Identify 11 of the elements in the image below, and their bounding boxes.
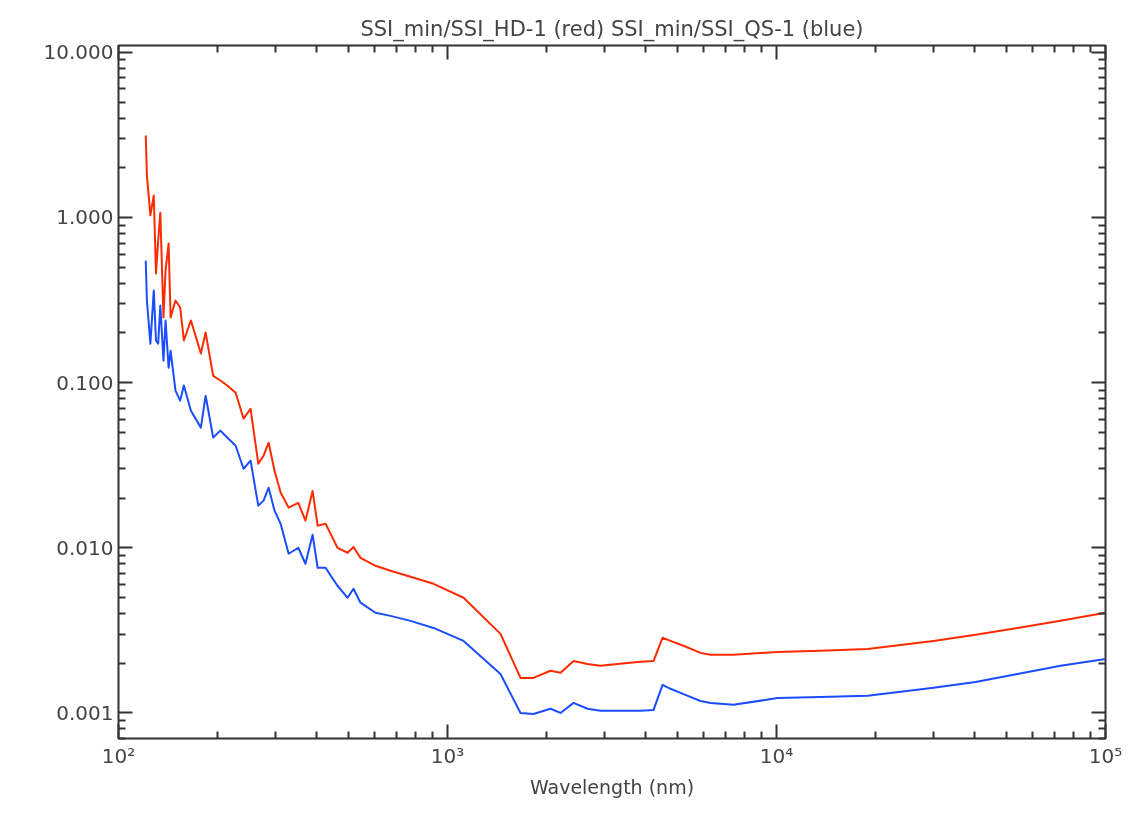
chart-title: SSI_min/SSI_HD-1 (red) SSI_min/SSI_QS-1 (blue) [360,16,864,42]
y-tick-label: 0.100 [56,370,114,395]
y-tick-label: 1.000 [56,205,114,230]
y-tick-label: 0.010 [56,535,114,560]
x-tick-label: 10⁵ [1088,743,1123,768]
x-tick-label: 10⁴ [759,743,794,768]
x-tick-label: 10² [101,743,136,768]
x-axis-title: Wavelength (nm) [529,775,695,798]
y-tick-label: 10.000 [43,40,114,65]
y-tick-label: 0.001 [56,700,114,725]
x-tick-label: 10³ [430,743,465,768]
